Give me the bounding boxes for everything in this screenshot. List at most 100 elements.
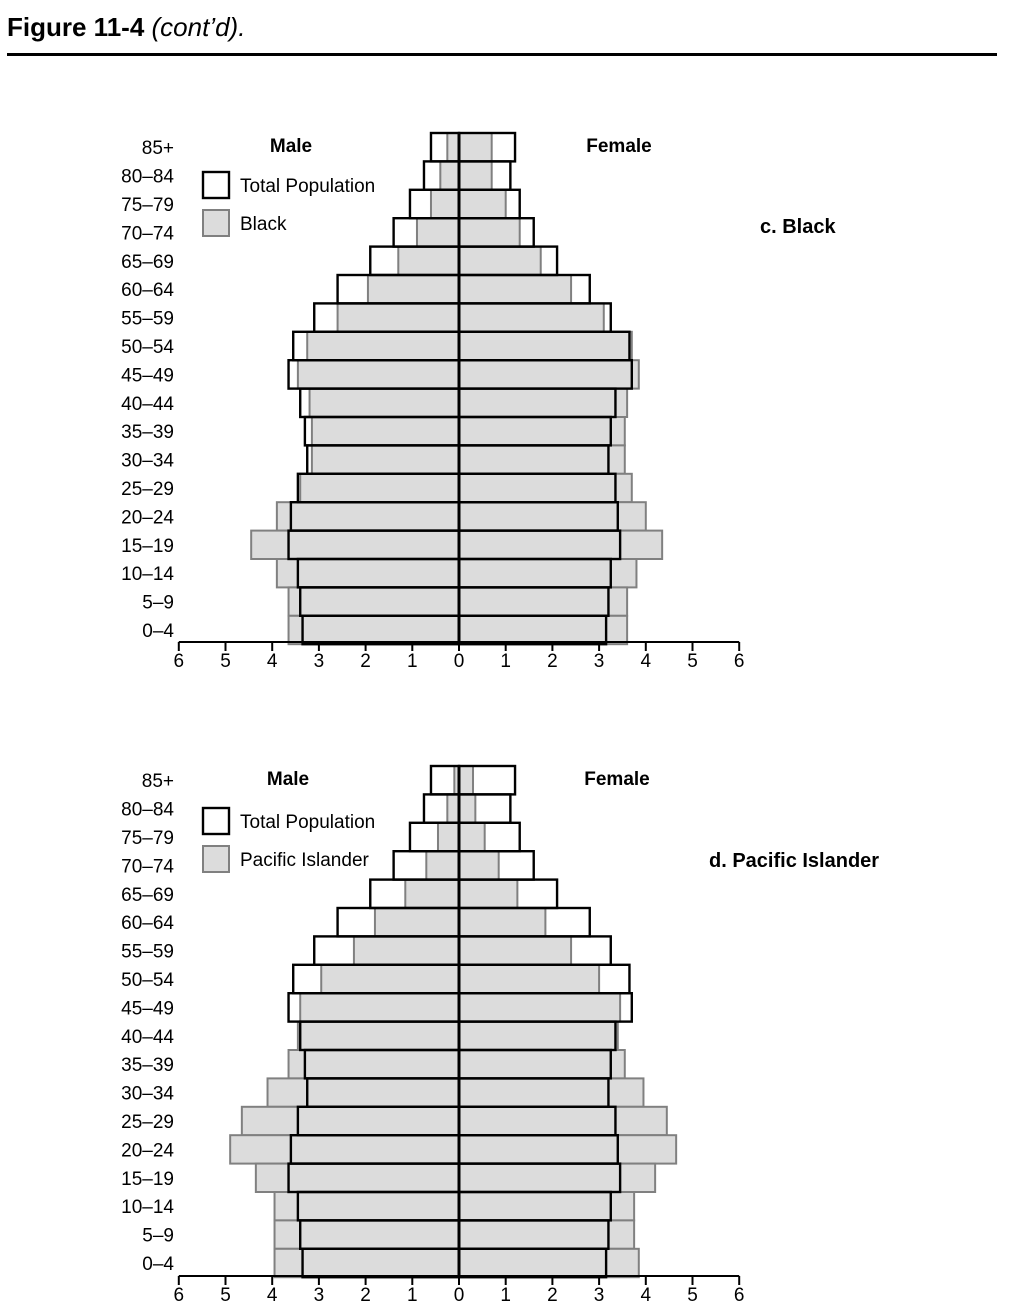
age-group-label: 40–44 — [121, 394, 174, 415]
group-bar-female — [458, 1077, 645, 1108]
group-bar-female — [458, 1134, 678, 1165]
age-group-label: 25–29 — [121, 1112, 174, 1133]
age-group-label: 55–59 — [121, 309, 174, 330]
x-tick-label: 5 — [687, 1285, 698, 1306]
group-bar-male — [287, 1049, 461, 1080]
group-bar-female — [458, 529, 664, 560]
x-tick-label: 1 — [500, 651, 511, 672]
age-group-label: 85+ — [142, 771, 174, 792]
group-bar-female — [458, 274, 573, 305]
x-tick-label: 6 — [174, 1285, 185, 1306]
age-group-label: 15–19 — [121, 536, 174, 557]
x-tick-label: 5 — [687, 651, 698, 672]
age-group-label: 70–74 — [121, 223, 174, 244]
age-group-label: 30–34 — [121, 1084, 174, 1105]
age-group-label: 55–59 — [121, 942, 174, 963]
female-label: Female — [584, 769, 649, 790]
group-bar-male — [296, 1020, 461, 1051]
age-group-label: 50–54 — [121, 337, 174, 358]
x-tick-label: 4 — [641, 651, 652, 672]
chart-title: c. Black — [760, 216, 836, 238]
age-group-label: 10–14 — [121, 564, 174, 585]
x-tick-label: 6 — [734, 651, 745, 672]
x-tick-label: 4 — [267, 651, 278, 672]
age-group-label: 10–14 — [121, 1197, 174, 1218]
legend-label-total: Total Population — [240, 812, 375, 833]
x-tick-label: 1 — [407, 1285, 418, 1306]
figure-caption: Figure 11-4 (cont’d). — [7, 12, 245, 43]
figure-number: Figure 11-4 — [7, 12, 145, 42]
x-tick-label: 6 — [174, 651, 185, 672]
population-pyramid-black: 85+ 80–84 75–79 70–74 65–69 60–64 55–59 50–54 4 5… — [121, 131, 836, 672]
group-bar-female — [458, 1247, 640, 1279]
age-group-label: 30–34 — [121, 451, 174, 472]
age-group-label: 50–54 — [121, 970, 174, 991]
legend-label-total: Total Population — [240, 176, 375, 197]
age-group-label: 0–4 — [142, 621, 174, 642]
group-bar-female — [458, 1162, 657, 1193]
age-group-label: 0–4 — [142, 1254, 174, 1275]
male-label: Male — [267, 769, 309, 790]
legend-label-group: Pacific Islander — [240, 850, 370, 871]
group-bar-male — [240, 1105, 460, 1137]
group-bar-female — [458, 1049, 626, 1080]
group-bar-female — [458, 907, 547, 938]
age-group-label: 60–64 — [121, 280, 174, 301]
group-bar-male — [296, 359, 461, 390]
header-rule — [7, 53, 997, 56]
group-bar-female — [458, 963, 601, 995]
x-tick-label: 2 — [547, 1285, 558, 1306]
x-tick-label: 5 — [220, 1285, 231, 1306]
group-bar-male — [254, 1162, 460, 1193]
x-tick-label: 0 — [454, 651, 465, 672]
age-group-label: 65–69 — [121, 252, 174, 273]
group-bar-male — [310, 416, 460, 447]
age-group-label: 70–74 — [121, 856, 174, 877]
x-tick-label: 3 — [314, 1285, 325, 1306]
group-bar-male — [275, 558, 460, 589]
chart-title: d. Pacific Islander — [709, 850, 879, 872]
age-group-label: 60–64 — [121, 913, 174, 934]
legend-label-group: Black — [240, 214, 287, 235]
group-bar-male — [273, 1191, 460, 1222]
age-group-label: 25–29 — [121, 479, 174, 500]
legend-swatch-total — [201, 806, 231, 836]
x-tick-label: 4 — [267, 1285, 278, 1306]
age-group-label: 80–84 — [121, 167, 174, 188]
age-group-label: 65–69 — [121, 885, 174, 906]
group-bar-female — [458, 793, 477, 824]
group-bar-male — [229, 1134, 460, 1165]
age-group-label: 45–49 — [121, 998, 174, 1019]
group-bar-female — [458, 160, 493, 191]
x-tick-label: 1 — [500, 1285, 511, 1306]
group-bar-female — [458, 992, 622, 1023]
male-label: Male — [270, 136, 312, 157]
x-tick-label: 3 — [594, 651, 605, 672]
x-tick-label: 3 — [314, 651, 325, 672]
group-bar-female — [458, 1191, 636, 1222]
age-group-label: 15–19 — [121, 1169, 174, 1190]
age-group-label: 5–9 — [142, 1226, 174, 1247]
group-bar-female — [458, 935, 573, 966]
x-tick-label: 3 — [594, 1285, 605, 1306]
group-bar-female — [458, 765, 475, 796]
group-bar-female — [458, 878, 519, 909]
legend-swatch-total — [201, 170, 231, 200]
group-bar-male — [266, 1077, 460, 1108]
legend-swatch-group — [202, 209, 230, 237]
x-tick-label: 2 — [360, 1285, 371, 1306]
x-tick-label: 6 — [734, 1285, 745, 1306]
age-group-label: 85+ — [142, 138, 174, 159]
figure-continued: (cont’d). — [151, 12, 246, 42]
group-bar-male — [352, 935, 460, 966]
age-group-label: 35–39 — [121, 422, 174, 443]
group-bar-female — [458, 1105, 668, 1137]
age-group-label: 75–79 — [121, 195, 174, 216]
group-bar-female — [458, 188, 507, 220]
x-tick-label: 4 — [641, 1285, 652, 1306]
x-tick-label: 0 — [454, 1285, 465, 1306]
group-bar-male — [373, 907, 460, 938]
group-bar-male — [273, 1219, 460, 1250]
legend-swatch-group — [202, 845, 230, 873]
